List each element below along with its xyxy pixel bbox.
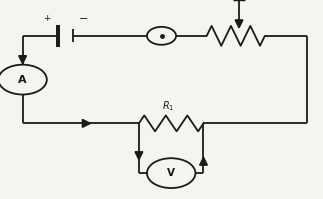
Polygon shape	[235, 20, 243, 28]
Circle shape	[147, 27, 176, 45]
Circle shape	[0, 65, 47, 95]
Text: A: A	[18, 75, 27, 85]
Polygon shape	[19, 56, 26, 64]
Polygon shape	[82, 119, 90, 127]
Text: −: −	[78, 14, 88, 24]
Text: $R_1$: $R_1$	[162, 100, 174, 113]
Polygon shape	[200, 157, 207, 165]
Polygon shape	[135, 152, 143, 160]
Circle shape	[147, 158, 195, 188]
Text: +: +	[43, 14, 51, 23]
Text: V: V	[167, 168, 175, 178]
